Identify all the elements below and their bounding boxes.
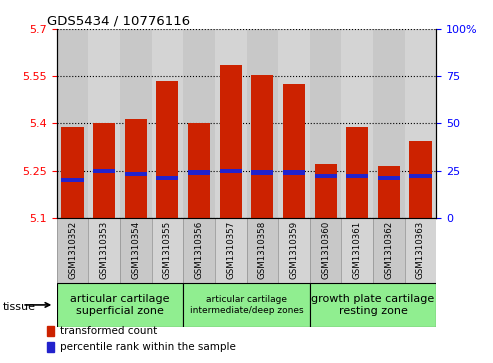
Bar [310, 29, 341, 218]
Bar [341, 218, 373, 283]
Text: GSM1310359: GSM1310359 [289, 221, 298, 279]
Bar [246, 218, 278, 283]
Bar [315, 174, 337, 178]
Bar [183, 29, 215, 218]
Bar [278, 218, 310, 283]
Bar [283, 171, 305, 175]
Bar [346, 127, 368, 218]
Text: GSM1310352: GSM1310352 [68, 221, 77, 279]
Bar [219, 65, 242, 218]
Bar [315, 164, 337, 218]
Bar [215, 218, 246, 283]
Bar [341, 29, 373, 218]
Bar [93, 123, 115, 218]
Bar [57, 218, 88, 283]
Bar [310, 283, 436, 327]
Bar [125, 172, 147, 176]
Bar [373, 29, 405, 218]
Bar [88, 29, 120, 218]
Bar [278, 29, 310, 218]
Bar [409, 174, 431, 178]
Bar [125, 119, 147, 218]
Text: GSM1310356: GSM1310356 [195, 221, 204, 279]
Text: GSM1310358: GSM1310358 [258, 221, 267, 279]
Bar [219, 168, 242, 173]
Bar [246, 29, 278, 218]
Bar [62, 178, 84, 182]
Bar [120, 218, 152, 283]
Text: tissue: tissue [2, 302, 35, 312]
Bar [188, 171, 210, 175]
Bar [47, 326, 54, 336]
Bar [405, 29, 436, 218]
Bar [409, 141, 431, 218]
Bar [47, 342, 54, 352]
Bar [93, 168, 115, 173]
Text: GSM1310357: GSM1310357 [226, 221, 235, 279]
Text: articular cartilage
superficial zone: articular cartilage superficial zone [70, 294, 170, 316]
Text: GSM1310355: GSM1310355 [163, 221, 172, 279]
Bar [152, 29, 183, 218]
Bar [152, 218, 183, 283]
Text: GSM1310362: GSM1310362 [385, 221, 393, 279]
Text: GDS5434 / 10776116: GDS5434 / 10776116 [47, 15, 190, 28]
Text: growth plate cartilage
resting zone: growth plate cartilage resting zone [312, 294, 435, 316]
Text: percentile rank within the sample: percentile rank within the sample [60, 342, 236, 352]
Bar [373, 218, 405, 283]
Bar [156, 81, 178, 218]
Text: GSM1310363: GSM1310363 [416, 221, 425, 279]
Bar [156, 176, 178, 180]
Bar [62, 127, 84, 218]
Bar [88, 218, 120, 283]
Text: GSM1310360: GSM1310360 [321, 221, 330, 279]
Bar [251, 171, 274, 175]
Bar [188, 123, 210, 218]
Bar [405, 218, 436, 283]
Bar [251, 75, 274, 218]
Bar [283, 84, 305, 218]
Text: GSM1310354: GSM1310354 [131, 221, 141, 279]
Bar [57, 29, 88, 218]
Bar [120, 29, 152, 218]
Bar [310, 218, 341, 283]
Text: GSM1310353: GSM1310353 [100, 221, 108, 279]
Bar [378, 176, 400, 180]
Bar [378, 166, 400, 218]
Bar [183, 283, 310, 327]
Text: articular cartilage
intermediate/deep zones: articular cartilage intermediate/deep zo… [190, 295, 303, 315]
Bar [57, 283, 183, 327]
Bar [215, 29, 246, 218]
Bar [183, 218, 215, 283]
Bar [346, 174, 368, 178]
Text: GSM1310361: GSM1310361 [352, 221, 362, 279]
Text: transformed count: transformed count [60, 326, 157, 336]
